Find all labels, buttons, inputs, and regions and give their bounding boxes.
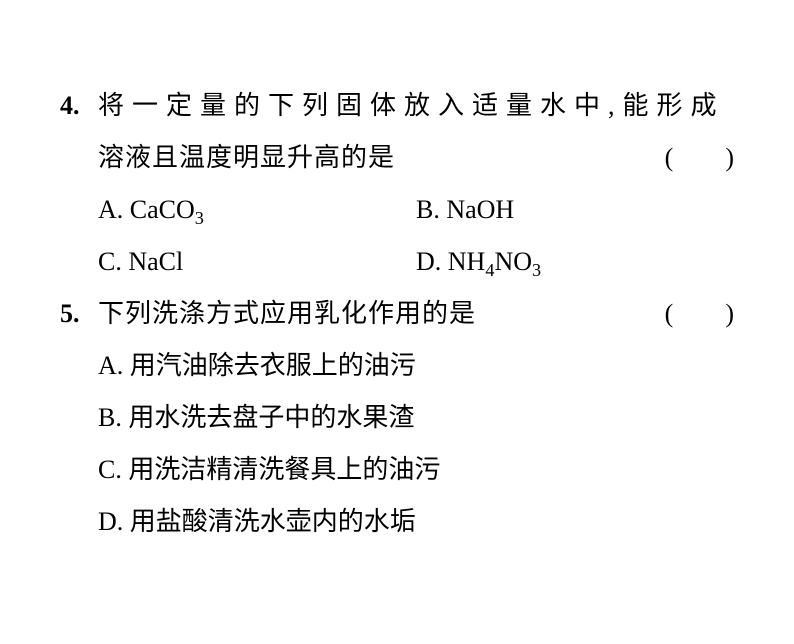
option-content: CaCO3 [130, 195, 204, 224]
stem-line-2-row: 溶液且温度明显升高的是 ( ) [98, 132, 734, 184]
options: A. 用汽油除去衣服上的油污 B. 用水洗去盘子中的水果渣 C. 用洗洁精清洗餐… [98, 340, 734, 548]
option-content: NaOH [446, 195, 514, 224]
question-number: 5. [60, 288, 80, 340]
option-label: A. [98, 195, 123, 224]
answer-paren: ( ) [665, 288, 734, 340]
option-content: NH4NO3 [448, 247, 541, 276]
option-content: 用水洗去盘子中的水果渣 [128, 403, 414, 432]
page: 4. 将一定量的下列固体放入适量水中,能形成 溶液且温度明显升高的是 ( ) A… [0, 0, 794, 548]
option-label: C. [98, 455, 122, 484]
option-content: NaCl [128, 247, 183, 276]
option-a: A. CaCO3 [98, 184, 416, 236]
answer-paren: ( ) [665, 132, 734, 184]
option-label: B. [416, 195, 440, 224]
stem-line-2: 溶液且温度明显升高的是 [98, 132, 395, 184]
option-d: D. 用盐酸清洗水壶内的水垢 [98, 496, 734, 548]
option-label: D. [98, 507, 123, 536]
question-body: 将一定量的下列固体放入适量水中,能形成 溶液且温度明显升高的是 ( ) A. C… [98, 80, 734, 288]
question-4: 4. 将一定量的下列固体放入适量水中,能形成 溶液且温度明显升高的是 ( ) A… [60, 80, 734, 288]
stem-line-1: 将一定量的下列固体放入适量水中,能形成 [98, 80, 734, 132]
option-content: 用盐酸清洗水壶内的水垢 [130, 507, 416, 536]
question-5: 5. 下列洗涤方式应用乳化作用的是 ( ) A. 用汽油除去衣服上的油污 B. … [60, 288, 734, 548]
option-d: D. NH4NO3 [416, 236, 734, 288]
stem-line-1: 下列洗涤方式应用乳化作用的是 [98, 288, 476, 340]
option-label: A. [98, 351, 123, 380]
question-number: 4. [60, 80, 80, 132]
option-content: 用汽油除去衣服上的油污 [130, 351, 416, 380]
option-c: C. NaCl [98, 236, 416, 288]
option-content: 用洗洁精清洗餐具上的油污 [128, 455, 440, 484]
options: A. CaCO3 B. NaOH C. NaCl D. NH4NO3 [98, 184, 734, 288]
option-label: C. [98, 247, 122, 276]
option-label: D. [416, 247, 441, 276]
option-b: B. 用水洗去盘子中的水果渣 [98, 392, 734, 444]
stem-row: 下列洗涤方式应用乳化作用的是 ( ) [98, 288, 734, 340]
option-a: A. 用汽油除去衣服上的油污 [98, 340, 734, 392]
option-c: C. 用洗洁精清洗餐具上的油污 [98, 444, 734, 496]
option-label: B. [98, 403, 122, 432]
option-b: B. NaOH [416, 184, 734, 236]
question-body: 下列洗涤方式应用乳化作用的是 ( ) A. 用汽油除去衣服上的油污 B. 用水洗… [98, 288, 734, 548]
